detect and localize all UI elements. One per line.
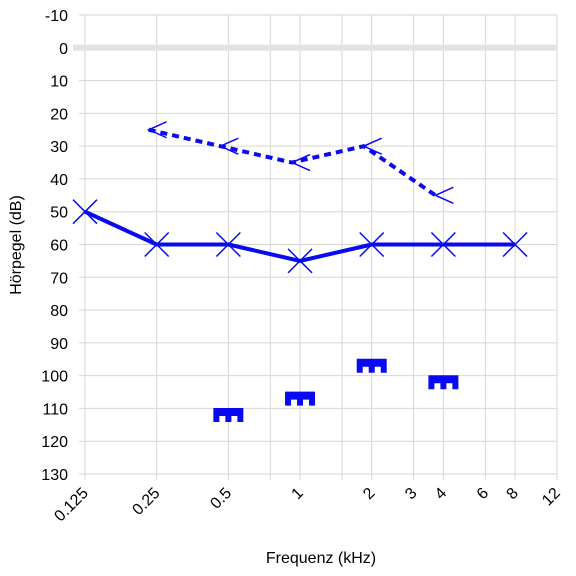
cross-marker <box>502 231 528 258</box>
y-tick-label: 130 <box>41 467 68 484</box>
y-tick-label: -10 <box>45 8 68 25</box>
cross-marker <box>287 248 313 274</box>
y-tick-label: 0 <box>59 41 68 58</box>
series-layer <box>72 121 528 422</box>
x-tick-label: 4 <box>432 485 450 503</box>
x-tick-label: 12 <box>539 485 564 510</box>
y-tick-label: 30 <box>50 139 68 156</box>
y-tick-label: 100 <box>41 369 68 386</box>
bracket-marker <box>285 391 316 406</box>
x-tick-label: 1 <box>289 485 307 503</box>
y-tick-label: 40 <box>50 172 68 189</box>
x-tick-label: 0.5 <box>207 485 235 513</box>
series-1 <box>146 121 454 205</box>
x-tick-label: 3 <box>402 485 420 503</box>
y-tick-label: 60 <box>50 238 68 255</box>
series-2 <box>213 358 459 422</box>
cross-marker <box>430 231 456 258</box>
arrow-marker <box>218 137 239 155</box>
x-tick-label: 6 <box>474 485 492 503</box>
arrow-marker <box>146 121 167 139</box>
x-tick-label: 0.25 <box>129 485 163 519</box>
y-tick-label: 80 <box>50 303 68 320</box>
y-tick-label: 110 <box>42 401 68 418</box>
x-tick-label: 0.125 <box>51 485 91 525</box>
y-tick-label: 90 <box>50 336 68 353</box>
bracket-marker <box>428 375 459 390</box>
series-0 <box>72 199 528 274</box>
grid <box>79 14 558 480</box>
bracket-marker <box>213 407 244 422</box>
y-tick-label: 20 <box>50 106 68 123</box>
arrow-marker <box>433 186 454 205</box>
cross-marker <box>215 231 241 258</box>
x-tick-label: 2 <box>360 485 378 503</box>
y-tick-label: 70 <box>50 270 68 287</box>
y-axis-ticks: -10 0 10 20 30 40 50 60 70 80 90 100 110 120 130 <box>41 8 68 484</box>
y-tick-label: 50 <box>50 205 68 222</box>
arrow-marker <box>290 153 311 172</box>
x-tick-label: 8 <box>504 485 522 503</box>
y-tick-label: 120 <box>41 434 68 451</box>
y-tick-label: 10 <box>50 74 68 91</box>
cross-marker <box>359 231 385 258</box>
arrow-marker <box>361 137 383 155</box>
bracket-marker <box>356 358 387 373</box>
y-axis-title: Hörpegel (dB) <box>8 195 25 295</box>
x-axis-title: Frequenz (kHz) <box>266 550 376 567</box>
cross-marker <box>144 231 170 258</box>
x-axis-ticks: 0.125 0.25 0.5 1 2 3 4 6 8 12 <box>51 485 563 525</box>
cross-marker <box>72 199 98 225</box>
